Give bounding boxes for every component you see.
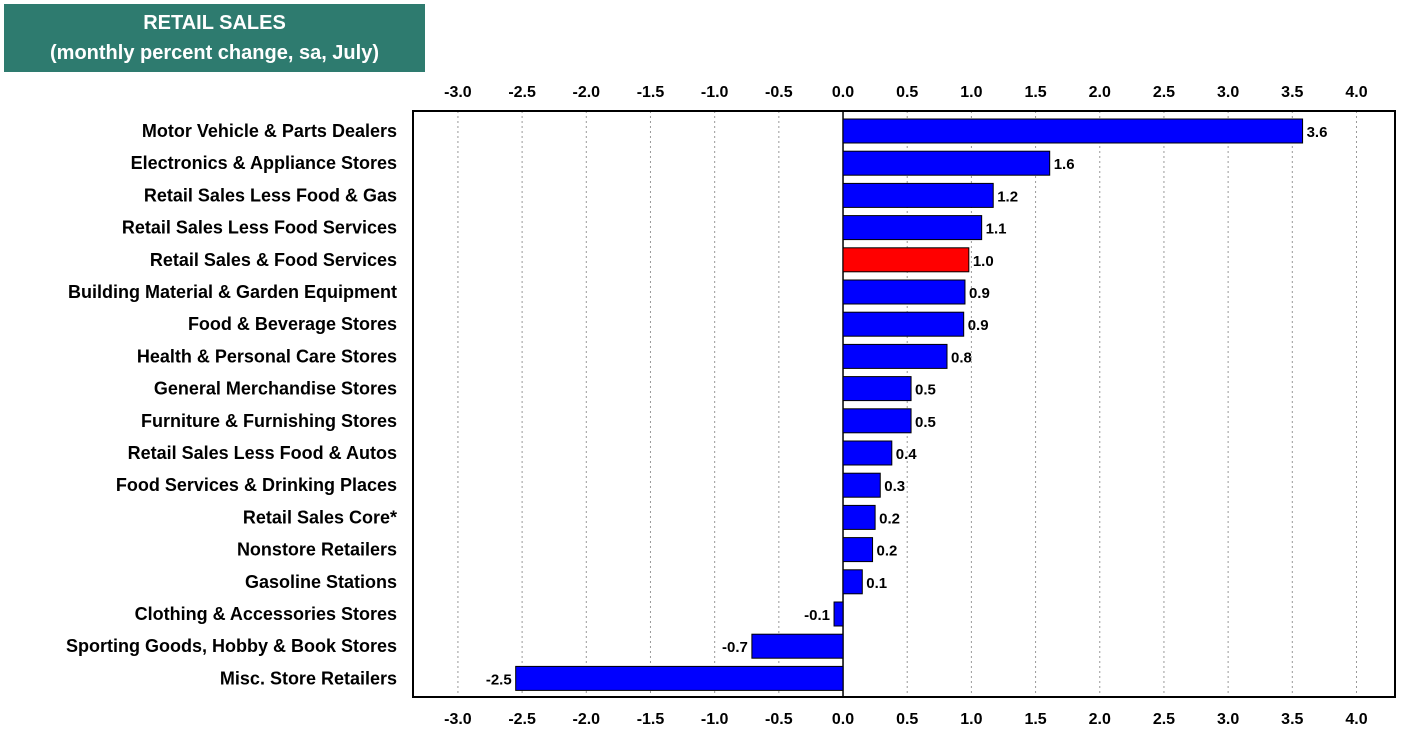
chart-title-box: RETAIL SALES (monthly percent change, sa… — [4, 4, 425, 72]
data-label: 0.9 — [968, 317, 989, 334]
category-label: Sporting Goods, Hobby & Book Stores — [66, 636, 397, 656]
category-label: Misc. Store Retailers — [220, 668, 397, 688]
x-tick-label-top: -0.5 — [765, 84, 793, 101]
x-tick-label-bottom: 3.0 — [1217, 711, 1239, 728]
x-tick-label-top: 3.0 — [1217, 84, 1239, 101]
bar — [842, 408, 912, 434]
data-label: 3.6 — [1307, 124, 1328, 141]
bar — [842, 537, 874, 563]
x-tick-label-top: 3.5 — [1281, 84, 1303, 101]
category-label: Retail Sales Less Food & Autos — [128, 443, 397, 463]
data-label: -2.5 — [486, 671, 512, 688]
x-tick-label-bottom: -1.5 — [637, 711, 665, 728]
x-tick-label-top: -1.0 — [701, 84, 729, 101]
bar — [751, 633, 844, 659]
x-tick-label-bottom: 2.0 — [1089, 711, 1111, 728]
data-label: 0.9 — [969, 285, 990, 302]
x-tick-label-bottom: -2.5 — [508, 711, 536, 728]
data-label: 1.0 — [973, 253, 994, 270]
bar — [842, 118, 1304, 144]
x-tick-label-top: -3.0 — [444, 84, 472, 101]
x-tick-label-bottom: -0.5 — [765, 711, 793, 728]
x-tick-label-top: 1.5 — [1024, 84, 1046, 101]
bar — [833, 601, 844, 627]
x-tick-label-top: 0.0 — [832, 84, 854, 101]
x-tick-label-bottom: 0.5 — [896, 711, 918, 728]
x-tick-label-bottom: -1.0 — [701, 711, 729, 728]
bar — [842, 311, 965, 337]
data-label: 0.5 — [915, 414, 936, 431]
chart-subtitle: (monthly percent change, sa, July) — [50, 42, 379, 64]
data-label: 0.2 — [877, 543, 898, 560]
chart-title: RETAIL SALES — [143, 12, 286, 34]
data-label: 0.8 — [951, 349, 972, 366]
x-tick-label-bottom: 4.0 — [1345, 711, 1367, 728]
data-label: 0.3 — [884, 478, 905, 495]
category-label: Furniture & Furnishing Stores — [141, 411, 397, 431]
category-label: Gasoline Stations — [245, 572, 397, 592]
x-tick-label-top: -1.5 — [637, 84, 665, 101]
bar — [842, 376, 912, 402]
category-label: Food Services & Drinking Places — [116, 475, 397, 495]
x-tick-label-bottom: 1.5 — [1024, 711, 1046, 728]
data-label: -0.7 — [722, 639, 748, 656]
data-label: -0.1 — [804, 607, 830, 624]
bar — [842, 472, 881, 498]
bar — [842, 569, 863, 595]
category-label: Motor Vehicle & Parts Dealers — [142, 121, 397, 141]
x-tick-label-top: 2.5 — [1153, 84, 1175, 101]
bar — [842, 247, 970, 273]
bar — [842, 182, 994, 208]
x-tick-label-bottom: 1.0 — [960, 711, 982, 728]
data-label: 0.5 — [915, 382, 936, 399]
bar — [842, 150, 1051, 176]
x-tick-label-top: 0.5 — [896, 84, 918, 101]
category-label: Retail Sales Less Food & Gas — [144, 185, 397, 205]
category-label: Building Material & Garden Equipment — [68, 282, 397, 302]
category-label: General Merchandise Stores — [154, 379, 397, 399]
x-tick-label-top: 1.0 — [960, 84, 982, 101]
data-label: 0.1 — [866, 575, 887, 592]
category-label: Retail Sales & Food Services — [150, 250, 397, 270]
category-label: Health & Personal Care Stores — [137, 346, 397, 366]
category-label: Food & Beverage Stores — [188, 314, 397, 334]
bar — [842, 215, 983, 241]
x-tick-label-bottom: -3.0 — [444, 711, 472, 728]
bar — [842, 504, 876, 530]
data-label: 0.2 — [879, 510, 900, 527]
x-tick-label-top: 2.0 — [1089, 84, 1111, 101]
data-label: 1.2 — [997, 188, 1018, 205]
data-label: 1.1 — [986, 221, 1007, 238]
category-label: Electronics & Appliance Stores — [131, 153, 397, 173]
category-label: Clothing & Accessories Stores — [135, 604, 397, 624]
category-label: Retail Sales Less Food Services — [122, 218, 397, 238]
x-tick-label-top: 4.0 — [1345, 84, 1367, 101]
x-tick-label-bottom: 2.5 — [1153, 711, 1175, 728]
plot-frame — [412, 110, 1396, 698]
data-label: 0.4 — [896, 446, 918, 463]
bar — [842, 343, 948, 369]
x-tick-label-top: -2.0 — [573, 84, 601, 101]
x-tick-label-top: -2.5 — [508, 84, 536, 101]
category-label: Retail Sales Core* — [243, 507, 397, 527]
x-tick-label-bottom: 3.5 — [1281, 711, 1303, 728]
x-tick-label-bottom: -2.0 — [573, 711, 601, 728]
category-label: Nonstore Retailers — [237, 540, 397, 560]
data-label: 1.6 — [1054, 156, 1075, 173]
bar — [515, 665, 844, 691]
bar — [842, 279, 966, 305]
x-tick-label-bottom: 0.0 — [832, 711, 854, 728]
bar — [842, 440, 893, 466]
